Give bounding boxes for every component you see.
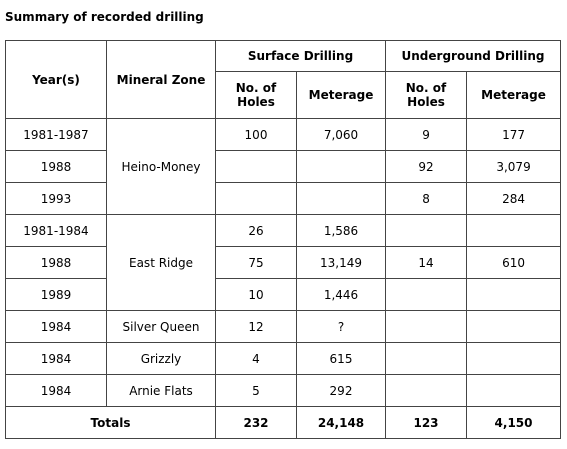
cell	[385, 310, 468, 343]
row: 1981-1984 East Ridge 26 1,586	[5, 214, 562, 311]
cell: 1988	[5, 150, 107, 183]
cell	[385, 342, 468, 375]
table-body: 1981-1987 Heino-Money 100 7,060 9 177 1988 92 3,…	[5, 118, 562, 439]
cell	[466, 278, 562, 311]
header-cell: Mineral Zone	[106, 40, 216, 119]
cell	[466, 214, 562, 247]
cell: 8	[385, 182, 468, 215]
cell: 1993	[5, 182, 107, 215]
cell: 1988	[5, 246, 107, 279]
cell: 1981-1984	[5, 214, 107, 247]
cell: 5	[215, 374, 297, 407]
cell: 12	[215, 310, 297, 343]
row: 1988 92 3,079	[5, 150, 562, 183]
header-cell: No. of Holes	[215, 71, 297, 119]
cell: 14	[385, 246, 468, 279]
cell	[466, 342, 562, 375]
cell: 123	[385, 406, 468, 439]
row: 1989 10 1,446	[5, 278, 562, 311]
cell: 615	[295, 342, 387, 375]
cell: ?	[295, 310, 387, 343]
cell: 4,150	[466, 406, 562, 439]
cell: Totals	[5, 406, 216, 439]
cell	[385, 278, 468, 311]
cell: 1984	[5, 342, 107, 375]
cell: 232	[215, 406, 297, 439]
cell: 100	[215, 118, 297, 151]
cell	[215, 182, 297, 215]
cell: 92	[385, 150, 468, 183]
cell: 1989	[5, 278, 107, 311]
cell: 13,149	[295, 246, 387, 279]
cell: Grizzly	[106, 342, 216, 375]
cell: 9	[385, 118, 468, 151]
row: 1988 75 13,149 14 610	[5, 246, 562, 279]
row: 1984 Grizzly 4 615	[5, 342, 562, 375]
header-cell: Meterage	[466, 71, 562, 119]
cell: 1984	[5, 310, 107, 343]
cell	[385, 214, 468, 247]
cell: Arnie Flats	[106, 374, 216, 407]
cell	[215, 150, 297, 183]
cell: 1,446	[295, 278, 387, 311]
drilling-table: Year(s) Mineral Zone Surface Drilling Un…	[5, 40, 562, 439]
cell: 177	[466, 118, 562, 151]
row: 1984 Silver Queen 12?	[5, 310, 562, 343]
totals-row: Totals 232 24,148 123 4,150	[5, 406, 562, 439]
cell	[295, 182, 387, 215]
cell: 292	[295, 374, 387, 407]
cell: 7,060	[295, 118, 387, 151]
cell: 24,148	[295, 406, 387, 439]
cell: 3,079	[466, 150, 562, 183]
header-cell: Meterage	[295, 71, 387, 119]
cell: 4	[215, 342, 297, 375]
header-cell: Surface Drilling	[214, 40, 387, 72]
cell	[466, 310, 562, 343]
cell: Silver Queen	[106, 310, 216, 343]
cell: Heino-Money	[106, 118, 216, 215]
header-cell: Year(s)	[5, 40, 107, 119]
cell	[466, 374, 562, 407]
cell: 1981-1987	[5, 118, 107, 151]
row: 1984 Arnie Flats 5 292	[5, 374, 562, 407]
cell: 610	[466, 246, 562, 279]
cell: 1984	[5, 374, 107, 407]
cell: 75	[215, 246, 297, 279]
cell: 284	[466, 182, 562, 215]
row: 1981-1987 Heino-Money 100 7,060 9 177	[5, 118, 562, 215]
cell: 10	[215, 278, 297, 311]
row: 1993 8 284	[5, 182, 562, 215]
cell	[295, 150, 387, 183]
cell: 1,586	[295, 214, 387, 247]
cell: East Ridge	[106, 214, 216, 311]
header-cell: Underground Drilling	[385, 40, 562, 72]
cell: 26	[215, 214, 297, 247]
header-cell: No. of Holes	[385, 71, 468, 119]
title: Summary of recorded drilling	[5, 10, 204, 24]
cell	[385, 374, 468, 407]
